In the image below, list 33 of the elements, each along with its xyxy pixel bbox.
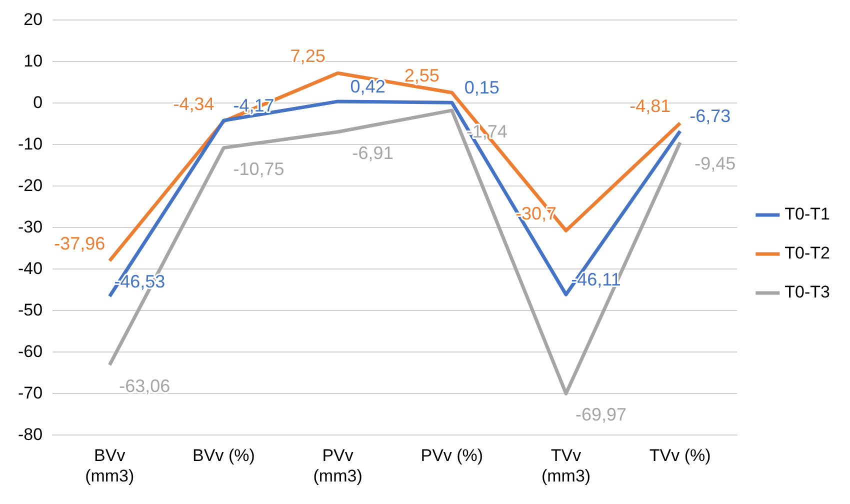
y-tick-label: -40 [18,258,43,278]
data-label: -6,91 [352,142,394,163]
x-tick-label: TVv (mm3) [541,446,591,486]
x-tick-label: TVv (%) [649,446,711,466]
x-tick-label: BVv (%) [192,446,255,466]
x-tick-label: PVv (%) [420,446,484,466]
legend-label: T0-T2 [784,244,830,263]
legend-label: T0-T3 [784,282,830,302]
x-tick-label: PVv (mm3) [313,446,362,486]
y-tick-label: 20 [24,10,43,29]
data-label: -63,06 [119,376,170,396]
data-label: -4,81 [630,96,671,116]
y-tick-label: -70 [18,383,43,402]
y-tick-label: 10 [24,51,43,70]
data-label: 0,15 [464,78,500,98]
y-tick-label: 0 [33,92,43,112]
data-label: 0,42 [350,76,386,96]
data-label: 2,55 [404,66,440,86]
data-label: 7,25 [290,46,326,66]
data-label: -6,73 [690,106,731,126]
y-tick-label: -60 [18,342,43,361]
y-tick-label: -20 [18,176,43,195]
legend-label: T0-T1 [784,204,830,224]
y-tick-label: -80 [18,424,43,444]
y-tick-label: -10 [18,134,43,154]
y-tick-label: -30 [18,217,43,236]
x-tick-label: BVv (mm3) [85,446,134,486]
data-label: -69,97 [575,404,627,425]
data-label: -10,75 [233,158,284,179]
y-tick-label: -50 [18,300,43,320]
data-label: -37,96 [54,234,106,254]
data-label: -9,45 [694,153,736,174]
data-label: -4,34 [173,94,214,114]
